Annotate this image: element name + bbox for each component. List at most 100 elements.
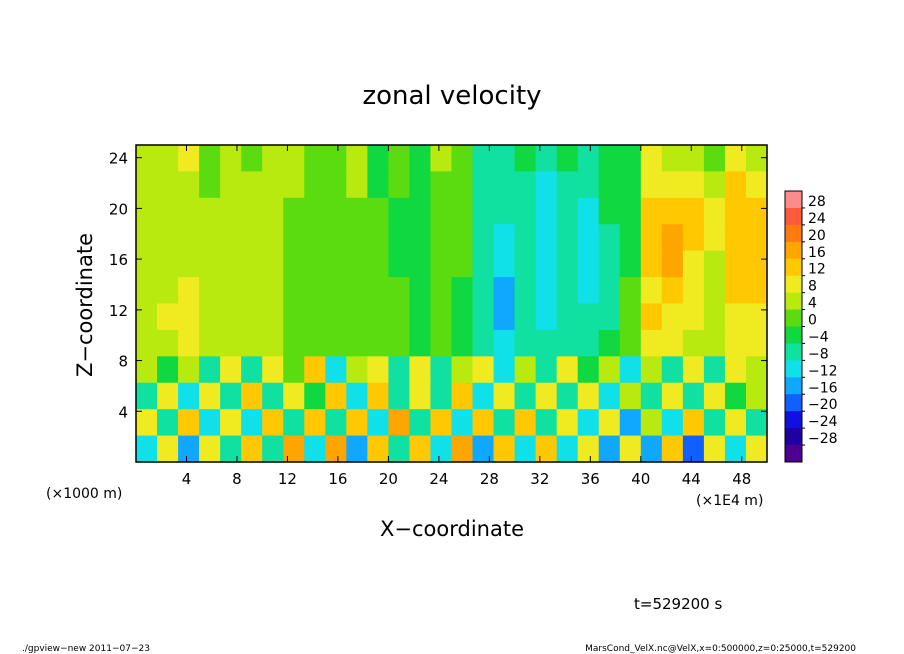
- heatmap-cell: [136, 224, 158, 252]
- heatmap-cell: [304, 435, 326, 463]
- heatmap-cell: [199, 409, 221, 437]
- heatmap-cell: [745, 171, 768, 199]
- plot-frame: [135, 144, 768, 463]
- heatmap-cell: [703, 145, 726, 173]
- heatmap-cell: [493, 435, 516, 463]
- colorbar-swatch: [785, 326, 802, 344]
- heatmap-cell: [619, 303, 642, 331]
- heatmap-cell: [220, 382, 242, 410]
- heatmap-cell: [619, 250, 642, 278]
- heatmap-cell: [745, 409, 768, 437]
- heatmap-cell: [388, 382, 411, 410]
- heatmap-cell: [325, 382, 347, 410]
- heatmap-cell: [661, 382, 684, 410]
- heatmap-cell: [745, 356, 768, 384]
- footer-left: ./gpview−new 2011−07−23: [22, 644, 150, 654]
- heatmap-cell: [157, 409, 179, 437]
- heatmap-cell: [472, 171, 495, 199]
- heatmap-cell: [304, 356, 326, 384]
- heatmap-cell: [157, 145, 179, 173]
- heatmap-cell: [157, 197, 179, 225]
- colorbar-swatch: [785, 445, 802, 463]
- heatmap-cell: [745, 250, 768, 278]
- colorbar-swatch: [785, 258, 802, 277]
- heatmap-cell: [472, 409, 495, 437]
- colorbar: [784, 190, 803, 463]
- heatmap-cell: [535, 197, 558, 225]
- colorbar-swatch: [785, 292, 802, 311]
- heatmap-cell: [388, 277, 411, 305]
- heatmap-cell: [661, 303, 684, 331]
- heatmap-cell: [472, 329, 495, 357]
- heatmap-cell: [514, 250, 537, 278]
- heatmap-cell: [493, 197, 516, 225]
- heatmap-cell: [493, 224, 516, 252]
- heatmap-cell: [493, 409, 516, 437]
- heatmap-cell: [535, 382, 558, 410]
- heatmap-cell: [640, 356, 663, 384]
- x-axis-ticks: 4 8 12 16 20 24 28 32 36 40 44 48: [182, 145, 751, 488]
- heatmap-cell: [388, 171, 411, 199]
- heatmap-cell: [304, 303, 326, 331]
- heatmap-cell: [682, 382, 705, 410]
- heatmap-cell: [619, 145, 642, 173]
- heatmap-cell: [598, 250, 621, 278]
- colorbar-label: −4: [808, 329, 829, 345]
- heatmap-cell: [535, 435, 558, 463]
- heatmap-cell: [367, 197, 389, 225]
- heatmap-cell: [430, 382, 453, 410]
- heatmap-cell: [199, 435, 221, 463]
- heatmap-cell: [283, 197, 305, 225]
- heatmap-cell: [682, 329, 705, 357]
- colorbar-swatch: [785, 377, 802, 395]
- colorbar-label: 0: [808, 313, 817, 329]
- heatmap-cell: [199, 171, 221, 199]
- heatmap-cell: [241, 224, 263, 252]
- heatmap-cell: [409, 197, 432, 225]
- heatmap-cell: [535, 145, 558, 173]
- colorbar-swatch: [785, 309, 802, 327]
- heatmap-cell: [724, 329, 747, 357]
- heatmap-cell: [640, 277, 663, 305]
- heatmap-cell: [619, 356, 642, 384]
- heatmap-cell: [661, 197, 684, 225]
- heatmap-cell: [724, 409, 747, 437]
- colorbar-swatch: [785, 207, 802, 226]
- x-tick-label: 20: [379, 470, 398, 488]
- heatmap-cell: [136, 145, 158, 173]
- heatmap-cell: [409, 356, 432, 384]
- y-axis-ticks: 4 8 12 16 20 24: [109, 150, 767, 421]
- heatmap-cell: [535, 224, 558, 252]
- heatmap-cell: [514, 145, 537, 173]
- heatmap-cell: [157, 277, 179, 305]
- heatmap-cell: [640, 303, 663, 331]
- heatmap-cell: [241, 303, 263, 331]
- y-tick-label: 8: [118, 353, 128, 371]
- heatmap-cell: [304, 197, 326, 225]
- heatmap-cell: [430, 224, 453, 252]
- heatmap-cell: [451, 329, 474, 357]
- heatmap-cell: [283, 224, 305, 252]
- heatmap-cell: [682, 356, 705, 384]
- colorbar-swatch: [785, 241, 802, 260]
- heatmap-cell: [724, 435, 747, 463]
- heatmap-cell: [598, 224, 621, 252]
- heatmap-cell: [409, 145, 432, 173]
- heatmap-cell: [346, 250, 368, 278]
- heatmap-cell: [199, 356, 221, 384]
- heatmap-cell: [598, 329, 621, 357]
- heatmap-cell: [703, 197, 726, 225]
- heatmap-cell: [262, 382, 284, 410]
- heatmap-cell: [409, 250, 432, 278]
- heatmap-cell: [703, 435, 726, 463]
- colorbar-swatch: [785, 275, 802, 294]
- heatmap-cell: [304, 171, 326, 199]
- heatmap-cell: [409, 171, 432, 199]
- heatmap-cell: [451, 356, 474, 384]
- heatmap-cell: [598, 197, 621, 225]
- heatmap-cell: [619, 329, 642, 357]
- heatmap-cell: [430, 277, 453, 305]
- heatmap-cell: [514, 197, 537, 225]
- heatmap-cell: [535, 171, 558, 199]
- heatmap-cell: [367, 435, 389, 463]
